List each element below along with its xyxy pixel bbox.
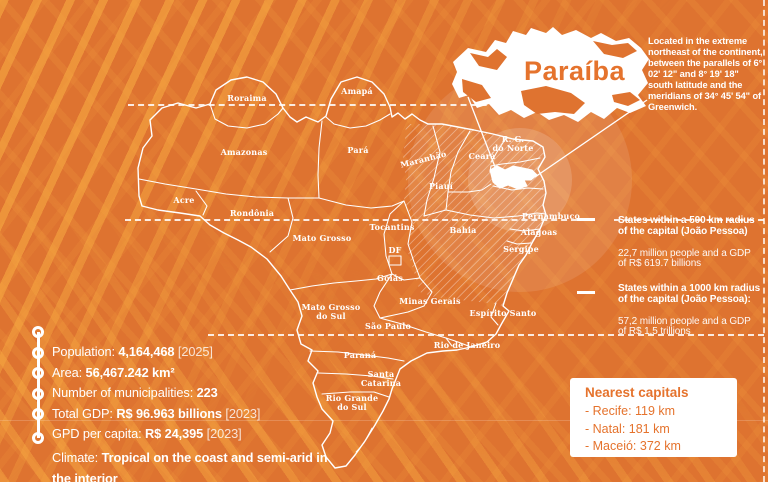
state-label-df: DF <box>388 245 401 255</box>
state-label-sao-paulo: São Paulo <box>365 321 412 331</box>
paraiba-state-on-map <box>489 165 538 190</box>
state-label-ms-do-sul: Mato Grosso do Sul <box>302 302 361 321</box>
stat-bullet <box>32 408 44 420</box>
state-label-acre: Acre <box>172 195 194 205</box>
parallel-dashed-line-south <box>208 334 764 336</box>
stat-bullet <box>32 432 44 444</box>
meridian-dashed-line <box>763 0 765 482</box>
state-label-mato-grosso: Mato Grosso <box>293 233 352 243</box>
stat-bullet <box>32 347 44 359</box>
state-label-rio-de-janeiro: Rio de Janeiro <box>434 340 501 350</box>
radius-500-block: States within a 500 km radius of the cap… <box>618 206 768 280</box>
nearest-capital-recife: - Recife: 119 km <box>585 404 676 418</box>
state-label-amazonas: Amazonas <box>220 147 268 157</box>
page-title: Paraíba <box>524 56 626 86</box>
background-arc-line <box>0 420 768 421</box>
radius-1000-body: 57,2 million people and a GDP of R$ 1,5 … <box>618 315 751 338</box>
parallel-dashed-line-north <box>128 104 527 106</box>
state-labels: Roraima Amapá Amazonas Pará Acre Rondônia Mato… <box>172 86 580 412</box>
paraiba-enlarged-shape <box>452 27 649 122</box>
state-label-rondonia: Rondônia <box>230 208 274 218</box>
state-label-roraima: Roraima <box>227 93 266 103</box>
state-label-minas-gerais: Minas Gerais <box>399 296 461 306</box>
state-label-rg-do-sul: Rio Grande do Sul <box>326 393 379 412</box>
state-label-bahia: Bahia <box>450 225 477 235</box>
stat-climate: Climate: Tropical on the coast and semi-… <box>52 450 328 482</box>
state-label-pernambuco: Pernambuco <box>522 211 581 221</box>
parallel-dashed-line-mid-right <box>614 219 764 221</box>
stat-bullet <box>32 326 44 338</box>
state-label-para: Pará <box>347 145 368 155</box>
radius-1000-title: States within a 1000 km radius of the ca… <box>618 283 761 305</box>
state-label-alagoas: Alagoas <box>520 227 558 237</box>
radius-500-tick <box>577 218 595 221</box>
state-label-amapa: Amapá <box>340 86 373 96</box>
state-label-tocantins: Tocantins <box>369 222 414 232</box>
state-label-santa-catarina: Santa Catarina <box>361 369 401 388</box>
state-label-rg-do-norte: R. G. do Norte <box>493 134 534 153</box>
radius-1000-tick <box>577 291 595 294</box>
state-label-espirito-santo: Espírito Santo <box>470 308 537 318</box>
nearest-capitals-title: Nearest capitals <box>585 385 689 400</box>
radius-1000-block: States within a 1000 km radius of the ca… <box>618 274 768 348</box>
parallel-dashed-line-mid-left <box>125 219 577 221</box>
radius-500-title: States within a 500 km radius of the cap… <box>618 215 755 237</box>
stat-bullet <box>32 367 44 379</box>
stat-municipalities: Number of municipalities: 223 <box>52 385 218 401</box>
stat-bullet <box>32 388 44 400</box>
state-label-piaui: Piauí <box>429 181 453 191</box>
state-label-goias: Goiás <box>377 273 403 283</box>
stat-area: Area: 56,467.242 km² <box>52 365 175 381</box>
leader-lines <box>467 96 648 178</box>
radius-500-body: 22,7 million people and a GDP of R$ 619.… <box>618 247 751 270</box>
state-borders <box>138 103 547 453</box>
stats-connector-line <box>36 332 40 438</box>
nearest-capitals-box: Nearest capitals - Recife: 119 km - Nata… <box>570 378 737 457</box>
state-label-parana: Paraná <box>344 350 377 360</box>
nearest-capital-natal: - Natal: 181 km <box>585 421 670 436</box>
state-label-sergipe: Sergipe <box>503 244 539 254</box>
stat-population: Population: 4,164,468 [2025] <box>52 344 213 360</box>
brazil-outline <box>137 76 547 469</box>
stat-gdp-per-capita: GPD per capita: R$ 24,395 [2023] <box>52 426 242 442</box>
location-note: Located in the extreme northeast of the … <box>648 36 763 112</box>
stat-total-gdp: Total GDP: R$ 96.963 billions [2023] <box>52 406 261 422</box>
state-label-ceara: Ceará <box>468 151 495 161</box>
nearest-capital-maceio: - Maceió: 372 km <box>585 439 681 453</box>
